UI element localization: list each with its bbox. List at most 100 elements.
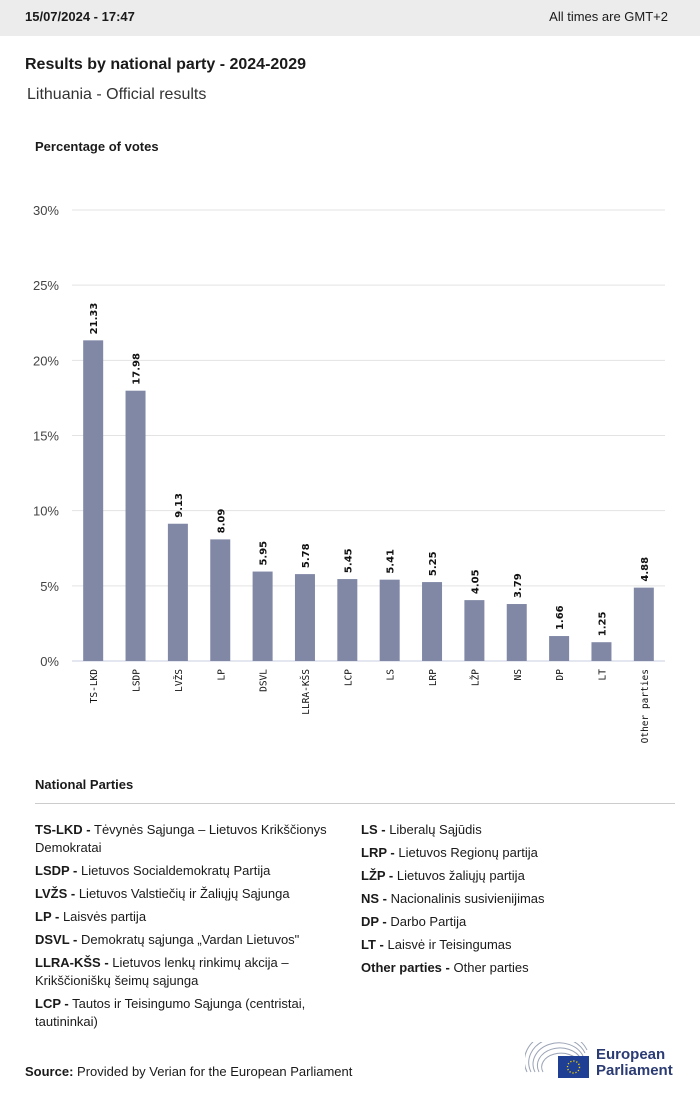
legend-abbr: LT - <box>361 937 384 952</box>
y-axis-label: Percentage of votes <box>35 139 159 154</box>
legend-item: LRP - Lietuvos Regionų partija <box>361 844 681 862</box>
data-label: 21.33 <box>89 303 100 335</box>
legend-abbr: LP - <box>35 909 60 924</box>
bar <box>125 390 146 661</box>
legend-abbr: NS - <box>361 891 387 906</box>
legend-right-column: LS - Liberalų Sąjūdis LRP - Lietuvos Regi… <box>361 821 681 982</box>
legend-item: DP - Darbo Partija <box>361 913 681 931</box>
legend-item: NS - Nacionalinis susivienijimas <box>361 890 681 908</box>
source-note: Source: Provided by Verian for the Europ… <box>25 1064 352 1079</box>
data-label: 3.79 <box>513 573 524 598</box>
source-text: Provided by Verian for the European Parl… <box>77 1064 353 1079</box>
legend-name: Demokratų sąjunga „Vardan Lietuvos" <box>81 932 300 947</box>
bar <box>294 574 315 661</box>
parliament-hemicycle-icon <box>525 1042 589 1078</box>
legend-name: Liberalų Sąjūdis <box>389 822 482 837</box>
legend-name: Tautos ir Teisingumo Sąjunga (centristai… <box>35 996 306 1029</box>
legend-abbr: LVŽS - <box>35 886 76 901</box>
legend-name: Other parties <box>453 960 529 975</box>
bar <box>591 642 612 661</box>
legend-name: Lietuvos Regionų partija <box>398 845 538 860</box>
data-label: 1.66 <box>555 605 566 630</box>
data-label: 5.45 <box>343 548 354 573</box>
data-label: 4.88 <box>640 557 651 582</box>
legend-abbr: DP - <box>361 914 387 929</box>
legend-abbr: DSVL - <box>35 932 78 947</box>
legend-item: LT - Laisvė ir Teisingumas <box>361 936 681 954</box>
legend-item: LŽP - Lietuvos žaliųjų partija <box>361 867 681 885</box>
legend-name: Lietuvos žaliųjų partija <box>396 868 525 883</box>
page-subtitle: Lithuania - Official results <box>27 86 207 103</box>
bar <box>379 579 400 661</box>
legend-abbr: LS - <box>361 822 386 837</box>
datetime: 15/07/2024 - 17:47 <box>25 9 135 24</box>
source-label: Source: <box>25 1064 74 1079</box>
bar <box>83 340 104 661</box>
y-tick-label: 30% <box>33 203 59 218</box>
bar <box>633 587 654 661</box>
legend-divider <box>35 803 675 804</box>
legend-name: Lietuvos Socialdemokratų Partija <box>81 863 271 878</box>
legend-left-column: TS-LKD - Tėvynės Sąjunga – Lietuvos Krik… <box>35 821 355 1036</box>
bar <box>210 539 231 661</box>
legend-name: Lietuvos lenkų rinkimų akcija – Krikščio… <box>35 955 289 988</box>
legend-item: LS - Liberalų Sąjūdis <box>361 821 681 839</box>
data-label: 5.41 <box>386 549 397 574</box>
legend-name: Nacionalinis susivienijimas <box>390 891 545 906</box>
y-tick-label: 10% <box>33 504 59 519</box>
x-tick-label: TS-LKD <box>89 669 100 704</box>
logo-text-line1: European <box>596 1046 666 1063</box>
bar <box>549 636 570 661</box>
data-label: 17.98 <box>132 353 143 385</box>
data-label: 5.95 <box>259 541 270 566</box>
x-tick-label: LVŽS <box>173 669 185 692</box>
legend-item: LP - Laisvės partija <box>35 908 355 926</box>
x-tick-label: Other parties <box>640 669 651 743</box>
data-label: 1.25 <box>597 611 608 636</box>
legend-abbr: Other parties - <box>361 960 450 975</box>
x-tick-label: LŽP <box>469 669 481 686</box>
y-tick-label: 20% <box>33 353 59 368</box>
y-tick-label: 25% <box>33 278 59 293</box>
data-label: 5.78 <box>301 543 312 568</box>
legend-name: Lietuvos Valstiečių ir Žaliųjų Sąjunga <box>78 886 290 901</box>
y-tick-label: 0% <box>40 654 59 669</box>
x-tick-label: NS <box>513 669 524 681</box>
legend-name: Darbo Partija <box>390 914 467 929</box>
legend-item: TS-LKD - Tėvynės Sąjunga – Lietuvos Krik… <box>35 821 355 857</box>
legend-abbr: LCP - <box>35 996 69 1011</box>
bar <box>506 604 527 661</box>
legend-item: LCP - Tautos ir Teisingumo Sąjunga (cent… <box>35 995 355 1031</box>
bar <box>422 582 443 661</box>
bar <box>337 579 358 661</box>
legend-name: Tėvynės Sąjunga – Lietuvos Krikščionys D… <box>35 822 327 855</box>
x-tick-label: LT <box>597 669 608 681</box>
legend-item: DSVL - Demokratų sąjunga „Vardan Lietuvo… <box>35 931 355 949</box>
legend-name: Laisvės partija <box>62 909 147 924</box>
x-tick-label: LSDP <box>132 669 143 692</box>
legend-abbr: LSDP - <box>35 863 78 878</box>
page-title: Results by national party - 2024-2029 <box>25 56 306 73</box>
legend-abbr: LRP - <box>361 845 395 860</box>
y-tick-label: 15% <box>33 429 59 444</box>
data-label: 5.25 <box>428 551 439 576</box>
x-tick-label: DSVL <box>259 669 270 692</box>
legend-item: LLRA-KŠS - Lietuvos lenkų rinkimų akcija… <box>35 954 355 990</box>
legend-title: National Parties <box>35 777 134 792</box>
x-tick-label: LP <box>216 669 227 681</box>
bar-chart: 0%5%10%15%20%25%30%21.33TS-LKD17.98LSDP9… <box>33 203 665 743</box>
legend-item: Other parties - Other parties <box>361 959 681 977</box>
legend-abbr: LLRA-KŠS - <box>35 955 109 970</box>
bar <box>464 600 485 661</box>
logo-text-line2: Parliament <box>596 1062 673 1079</box>
data-label: 4.05 <box>470 569 481 594</box>
european-parliament-logo: European Parliament <box>525 1042 680 1082</box>
x-tick-label: LRP <box>428 669 439 686</box>
legend-item: LVŽS - Lietuvos Valstiečių ir Žaliųjų Są… <box>35 885 355 903</box>
y-tick-label: 5% <box>40 579 59 594</box>
top-bar: 15/07/2024 - 17:47 All times are GMT+2 <box>0 0 700 36</box>
x-tick-label: LLRA-KŠS <box>300 669 312 715</box>
timezone-note: All times are GMT+2 <box>549 9 668 24</box>
legend-abbr: LŽP - <box>361 868 394 883</box>
legend-name: Laisvė ir Teisingumas <box>387 937 512 952</box>
